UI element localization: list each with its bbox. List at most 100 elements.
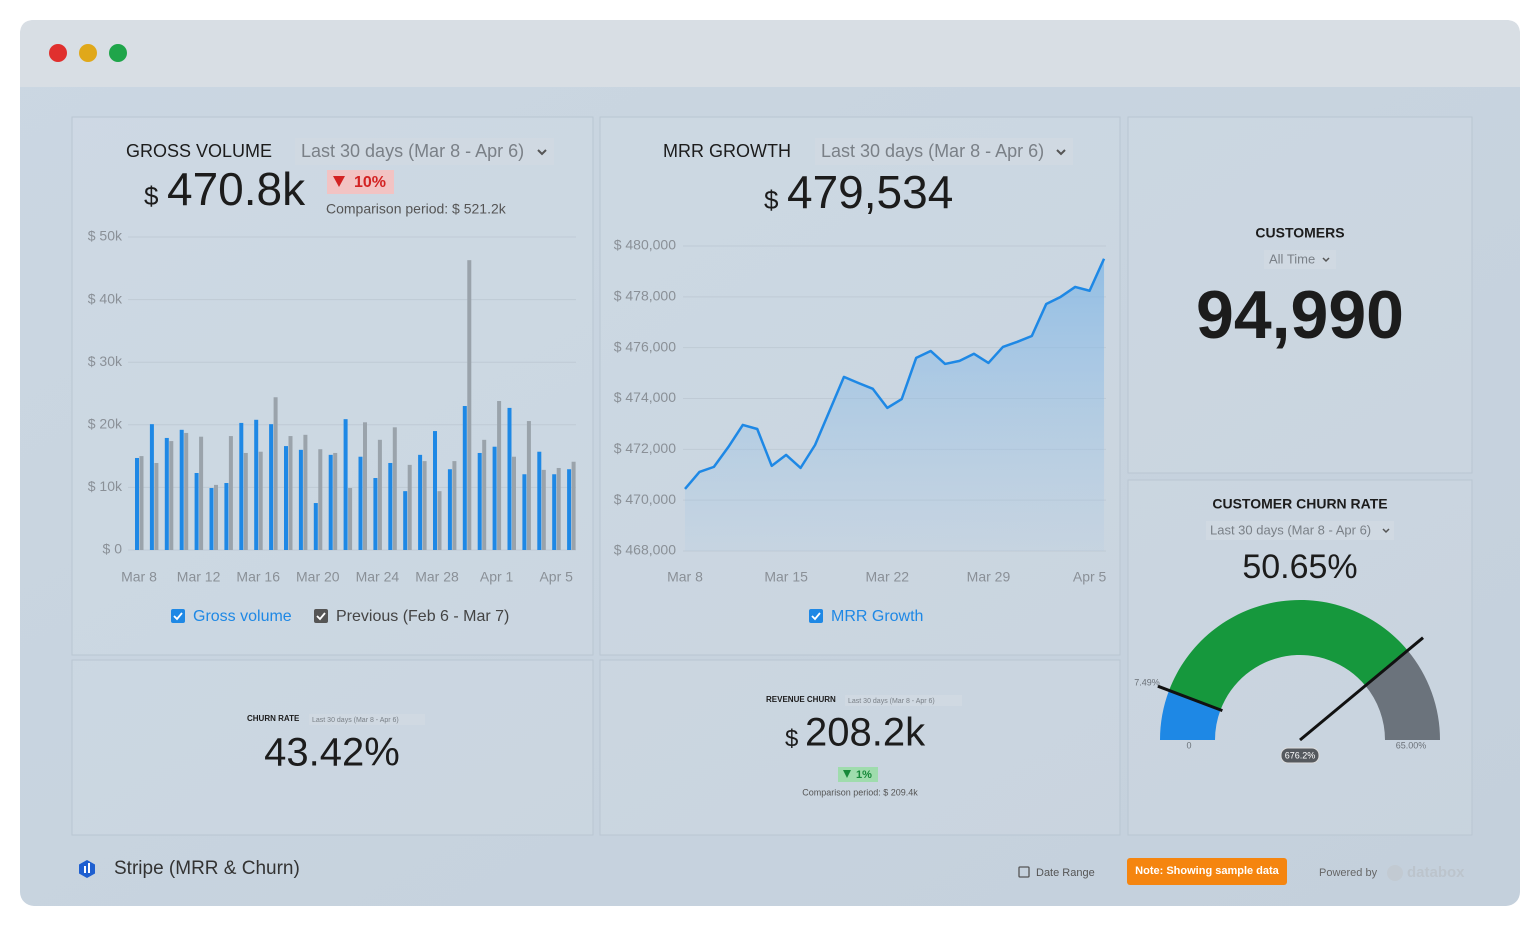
widget-value: 50.65% — [1242, 548, 1357, 586]
y-tick-label: $ 478,000 — [614, 288, 676, 304]
date-range-dropdown[interactable] — [845, 695, 962, 706]
bar — [333, 452, 338, 550]
bar — [328, 454, 333, 550]
y-tick-label: $ 474,000 — [614, 389, 676, 405]
calendar-icon — [1018, 866, 1030, 878]
widget-value: 43.42% — [264, 731, 400, 775]
powered-by: Powered by — [1319, 867, 1378, 879]
widget-title: CUSTOMER CHURN RATE — [1212, 496, 1387, 512]
bar — [269, 424, 274, 550]
date-range-dropdown[interactable] — [309, 714, 425, 725]
comparison-text: Comparison period: $ 209.4k — [802, 787, 918, 797]
legend-label[interactable]: Gross volume — [193, 608, 292, 625]
bar — [209, 488, 214, 550]
date-range-dropdown[interactable] — [1264, 250, 1336, 269]
chevron — [1056, 149, 1066, 156]
check-mark — [316, 612, 326, 621]
y-tick-label: $ 470,000 — [614, 491, 676, 507]
gauge-segment — [1169, 600, 1408, 710]
gauge-tick-label: 7.49% — [1134, 677, 1160, 687]
y-tick-label: $ 0 — [103, 541, 123, 557]
x-tick-label: Mar 12 — [177, 569, 221, 585]
bar — [477, 452, 482, 550]
legend-checkbox[interactable] — [809, 609, 823, 623]
needle — [1299, 636, 1424, 742]
widget-value: 94,990 — [1196, 277, 1404, 353]
y-tick-label: $ 472,000 — [614, 440, 676, 456]
bar — [556, 467, 561, 550]
y-tick-label: $ 20k — [88, 416, 123, 432]
change-value: 1% — [856, 769, 872, 781]
sample-data-note — [1127, 858, 1287, 885]
bar — [377, 439, 382, 550]
x-tick-label: Mar 8 — [667, 569, 703, 585]
legend-checkbox[interactable] — [314, 609, 328, 623]
date-range-dropdown[interactable] — [295, 138, 554, 165]
widget-title: REVENUE CHURN — [766, 695, 836, 704]
check-mark — [811, 612, 821, 621]
date-range-button[interactable]: Date Range — [1036, 867, 1095, 879]
widget-value: 208.2k — [805, 711, 926, 755]
legend-checkbox[interactable] — [171, 609, 185, 623]
bar — [254, 419, 259, 550]
minimize-button[interactable] — [79, 44, 97, 62]
bar — [239, 422, 244, 550]
bar — [512, 456, 516, 550]
needle-badge — [1280, 747, 1320, 764]
gross-volume-panel — [71, 116, 594, 656]
maximize-button[interactable] — [109, 44, 127, 62]
gauge-segment — [1160, 690, 1221, 740]
x-tick-label: Mar 8 — [121, 569, 157, 585]
customers-panel — [1127, 116, 1473, 474]
bar — [363, 422, 367, 550]
bar — [303, 434, 308, 550]
y-tick-label: $ 50k — [88, 228, 123, 244]
bar — [552, 474, 557, 550]
brand-logo — [1387, 865, 1403, 881]
x-tick-label: Apr 5 — [1073, 569, 1107, 585]
bar — [482, 439, 487, 550]
bar — [492, 446, 497, 550]
bar — [258, 451, 263, 550]
chevron — [1382, 528, 1390, 534]
bar — [541, 469, 546, 550]
bar — [422, 461, 427, 550]
bar — [403, 491, 408, 550]
bar — [507, 407, 512, 550]
down-triangle — [333, 176, 345, 187]
widget-title: CUSTOMERS — [1255, 225, 1344, 241]
gauge-segment — [1365, 650, 1440, 740]
gauge-tick-label: 65.00% — [1396, 740, 1427, 750]
source-icon — [79, 860, 95, 878]
needle-label: 676.2% — [1285, 750, 1316, 760]
currency: $ — [764, 185, 779, 215]
legend-label[interactable]: Previous (Feb 6 - Mar 7) — [336, 608, 509, 625]
date-range-dropdown[interactable] — [1206, 521, 1394, 540]
bar — [537, 451, 542, 550]
bar — [343, 419, 348, 550]
x-tick-label: Apr 5 — [539, 569, 573, 585]
bar — [298, 449, 303, 550]
total-value: 479,534 — [787, 166, 953, 218]
date-range-label: Last 30 days (Mar 8 - Apr 6) — [312, 717, 399, 724]
bar — [462, 406, 467, 550]
bar — [373, 478, 378, 550]
y-tick-label: $ 476,000 — [614, 338, 676, 354]
bar — [407, 464, 412, 550]
bar — [139, 456, 144, 550]
total-value: 470.8k — [167, 163, 306, 215]
gauge-tick-label: 0 — [1186, 740, 1191, 750]
bar — [418, 454, 423, 550]
widget-title: GROSS VOLUME — [126, 141, 272, 161]
churn-rate-panel — [71, 659, 594, 836]
legend-label[interactable]: MRR Growth — [831, 608, 923, 625]
x-tick-label: Apr 1 — [480, 569, 514, 585]
bar — [313, 503, 318, 550]
close-button[interactable] — [49, 44, 67, 62]
date-range-dropdown[interactable] — [815, 138, 1073, 165]
bar — [284, 446, 288, 550]
line — [684, 258, 1106, 490]
bar — [452, 461, 457, 550]
date-range-label: Last 30 days (Mar 8 - Apr 6) — [821, 141, 1044, 161]
note-text: Note: Showing sample data — [1135, 865, 1280, 877]
